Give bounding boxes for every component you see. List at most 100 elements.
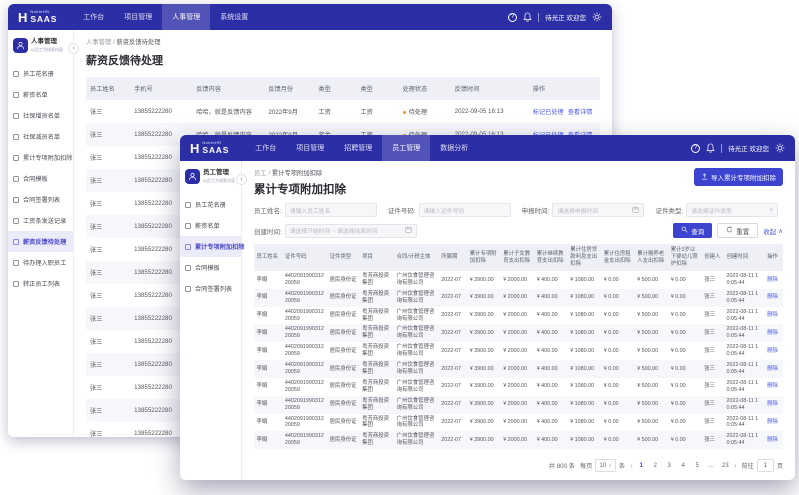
mark-processed-link[interactable]: 标记已处理 bbox=[532, 109, 564, 116]
table-row: 李娟 440209199031220059 居民身份证 粤芳商投资集团 广州饮食管理咨询… bbox=[254, 307, 783, 325]
sidebar-item-special-deduction[interactable]: 累计专项附加扣除 bbox=[180, 236, 245, 257]
cell: 李娟 bbox=[256, 383, 268, 390]
cell: ¥ 0.00 bbox=[603, 383, 619, 390]
cell: 张三 bbox=[90, 339, 103, 346]
import-deduction-button[interactable]: 导入累计专项附加扣除 bbox=[694, 168, 783, 186]
cell: ¥ 500.00 bbox=[637, 419, 659, 425]
page-number-3[interactable]: 3 bbox=[667, 462, 671, 469]
cell: 居民身份证 bbox=[329, 365, 357, 372]
sidebar-item-contract-sign[interactable]: 合同签署列表 bbox=[180, 278, 241, 299]
filter-input-id-type[interactable]: 请选择证件类型 ∨ bbox=[686, 203, 779, 217]
nav-item-employee[interactable]: 员工管理 bbox=[382, 135, 431, 161]
delete-link[interactable]: 删除 bbox=[767, 276, 778, 283]
sidebar-item-payroll-list[interactable]: 薪资名单 bbox=[180, 215, 241, 236]
help-icon[interactable]: ? bbox=[508, 12, 518, 22]
cell: 440209199031220059 bbox=[284, 308, 324, 322]
search-button[interactable]: 查询 bbox=[673, 223, 713, 238]
delete-link[interactable]: 删除 bbox=[767, 329, 778, 336]
cell: ¥ 500.00 bbox=[637, 401, 659, 408]
cell: 粤芳商投资集团 bbox=[362, 397, 390, 411]
delete-link[interactable]: 删除 bbox=[767, 383, 778, 390]
page-number-5[interactable]: 5 bbox=[695, 462, 699, 469]
cell: 张三 bbox=[90, 201, 103, 208]
delete-link[interactable]: 删除 bbox=[767, 401, 778, 408]
cell: 张三 bbox=[90, 155, 103, 162]
help-icon[interactable]: ? bbox=[691, 143, 701, 153]
cell: ¥ 3900.00 bbox=[469, 312, 494, 319]
cell: 13855222280 bbox=[134, 223, 172, 230]
nav-item-workbench[interactable]: 工作台 bbox=[255, 145, 277, 152]
sidebar-item-special-deduction[interactable]: 累计专项附加扣除 bbox=[8, 147, 73, 168]
prev-page-button[interactable]: ‹ bbox=[630, 461, 633, 470]
delete-link[interactable]: 删除 bbox=[767, 347, 778, 354]
reset-button[interactable]: 重置 bbox=[717, 223, 759, 238]
page-size-select[interactable]: 10 ∨ bbox=[595, 459, 616, 472]
delete-link[interactable]: 删除 bbox=[767, 312, 778, 319]
filter-input-employee-name[interactable]: 请输入员工姓名 bbox=[284, 203, 377, 217]
cell: 张三 bbox=[704, 436, 715, 443]
collapse-filters-link[interactable]: 收起 ∧ bbox=[763, 226, 783, 236]
gear-icon[interactable] bbox=[592, 12, 602, 22]
page-number-1[interactable]: 1 bbox=[639, 462, 643, 469]
column-header: 所属期 bbox=[438, 244, 468, 272]
sidebar-item-onboarding[interactable]: 待办理入职员工 bbox=[8, 252, 73, 273]
sidebar-item-salary-feedback[interactable]: 薪资反馈待处理 bbox=[8, 231, 73, 252]
delete-link[interactable]: 删除 bbox=[767, 365, 778, 372]
breadcrumb-parent[interactable]: 员工 bbox=[254, 170, 267, 177]
sidebar-collapse-button[interactable]: ‹ bbox=[68, 43, 79, 54]
cell: 2022年9月 bbox=[268, 109, 298, 116]
bell-icon[interactable] bbox=[523, 12, 532, 22]
upload-icon bbox=[701, 172, 708, 182]
nav-item-settings[interactable]: 系统设置 bbox=[220, 14, 249, 21]
cell: 居民身份证 bbox=[329, 329, 357, 336]
cell: 440209199031220059 bbox=[284, 344, 324, 358]
cell: ¥ 500.00 bbox=[637, 294, 659, 301]
sidebar-item-social-add[interactable]: 社保增员名单 bbox=[8, 105, 73, 126]
cell: 张三 bbox=[704, 347, 715, 354]
sidebar-item-contract-template[interactable]: 合同模板 bbox=[8, 168, 73, 189]
delete-link[interactable]: 删除 bbox=[767, 436, 778, 443]
gear-icon[interactable] bbox=[775, 143, 785, 153]
cell: ¥ 1080.00 bbox=[570, 436, 595, 443]
sidebar-item-payslip-record[interactable]: 工资条发送记录 bbox=[8, 210, 73, 231]
sidebar-item-regularization[interactable]: 转正员工列表 bbox=[8, 273, 73, 294]
cell: 居民身份证 bbox=[329, 347, 357, 354]
nav-item-project[interactable]: 项目管理 bbox=[296, 145, 325, 152]
sidebar-item-roster[interactable]: 员工花名册 bbox=[180, 194, 241, 215]
cell: 张三 bbox=[704, 419, 715, 425]
sidebar-item-payroll-list[interactable]: 薪资名单 bbox=[8, 84, 73, 105]
sidebar-item-social-remove[interactable]: 社保减员名单 bbox=[8, 126, 73, 147]
cell: 张三 bbox=[90, 247, 103, 254]
filter-input-id-number[interactable]: 请输入证件号码 bbox=[418, 203, 511, 217]
page-number-4[interactable]: 4 bbox=[681, 462, 685, 469]
payslip-record-icon bbox=[13, 217, 19, 224]
nav-item-analysis[interactable]: 数据分析 bbox=[440, 145, 469, 152]
view-detail-link[interactable]: 查看详情 bbox=[567, 109, 593, 116]
delete-link[interactable]: 删除 bbox=[767, 419, 778, 425]
sidebar-item-roster[interactable]: 员工花名册 bbox=[8, 63, 73, 84]
page-number-2[interactable]: 2 bbox=[653, 462, 657, 469]
page-number-23[interactable]: 23 bbox=[721, 462, 729, 469]
cell: 张三 bbox=[704, 276, 715, 283]
cell: 广州饮食管理咨询有限公司 bbox=[396, 362, 435, 376]
cell: ¥ 400.00 bbox=[536, 347, 558, 354]
nav-item-project[interactable]: 项目管理 bbox=[124, 14, 153, 21]
cell: ¥ 500.00 bbox=[637, 365, 659, 372]
nav-item-recruit[interactable]: 招聘管理 bbox=[344, 145, 373, 152]
bell-icon[interactable] bbox=[706, 143, 715, 153]
filter-input-create-time[interactable]: 请选择开始时间 ~ 请选择结束时间 bbox=[284, 223, 417, 238]
next-page-button[interactable]: › bbox=[733, 461, 737, 470]
delete-link[interactable]: 删除 bbox=[767, 294, 778, 301]
nav-item-workbench[interactable]: 工作台 bbox=[83, 14, 105, 21]
sidebar-item-contract-sign[interactable]: 合同签署列表 bbox=[8, 189, 73, 210]
nav-item-hr[interactable]: 人事管理 bbox=[162, 4, 211, 30]
cell: ¥ 0.00 bbox=[670, 276, 686, 283]
sidebar-item-label: 累计专项附加扣除 bbox=[23, 155, 73, 162]
goto-page-input[interactable]: 1 bbox=[756, 459, 774, 472]
breadcrumb-parent[interactable]: 人事管理 bbox=[86, 39, 112, 46]
search-button-label: 查询 bbox=[691, 228, 705, 236]
placeholder-text: 请选择证件类型 bbox=[691, 208, 732, 215]
filter-input-declare-time[interactable]: 请选择申报时间 bbox=[552, 203, 645, 217]
sidebar-item-contract-template[interactable]: 合同模板 bbox=[180, 257, 241, 278]
sidebar-collapse-button[interactable]: ‹ bbox=[236, 174, 247, 185]
